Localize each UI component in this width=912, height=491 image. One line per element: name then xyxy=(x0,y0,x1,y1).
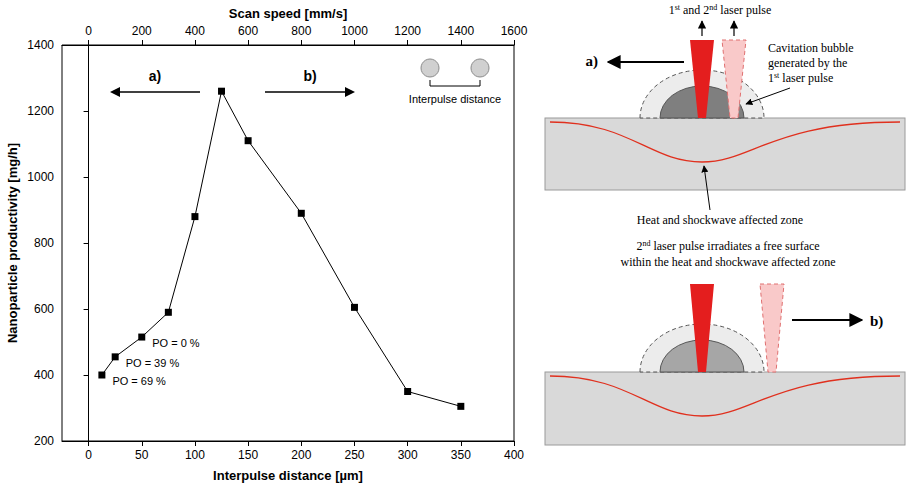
svg-text:a): a) xyxy=(586,53,599,70)
svg-text:200: 200 xyxy=(291,448,311,462)
svg-text:1400: 1400 xyxy=(447,24,474,38)
svg-text:1200: 1200 xyxy=(27,104,54,118)
svg-text:300: 300 xyxy=(398,448,418,462)
svg-text:400: 400 xyxy=(504,448,524,462)
svg-text:PO = 0 %: PO = 0 % xyxy=(152,337,200,349)
svg-text:b): b) xyxy=(303,68,316,84)
svg-text:Interpulse distance: Interpulse distance xyxy=(409,93,501,105)
svg-text:600: 600 xyxy=(238,24,258,38)
svg-text:1st and 2nd laser pulse: 1st and 2nd laser pulse xyxy=(669,3,772,18)
svg-text:1200: 1200 xyxy=(394,24,421,38)
svg-text:Cavitation bubble: Cavitation bubble xyxy=(768,41,854,55)
svg-text:150: 150 xyxy=(238,448,258,462)
svg-text:250: 250 xyxy=(344,448,364,462)
svg-text:1600: 1600 xyxy=(501,24,528,38)
svg-text:400: 400 xyxy=(185,24,205,38)
svg-text:Interpulse distance [µm]: Interpulse distance [µm] xyxy=(213,468,363,483)
svg-text:1400: 1400 xyxy=(27,38,54,52)
svg-text:50: 50 xyxy=(135,448,149,462)
svg-text:800: 800 xyxy=(291,24,311,38)
svg-text:within the heat and shockwave: within the heat and shockwave affected z… xyxy=(620,255,835,269)
svg-text:350: 350 xyxy=(451,448,471,462)
svg-text:2nd laser pulse irradiates a f: 2nd laser pulse irradiates a free surfac… xyxy=(636,239,819,254)
svg-text:600: 600 xyxy=(34,302,54,316)
svg-text:generated by the: generated by the xyxy=(768,56,847,70)
svg-text:PO = 69 %: PO = 69 % xyxy=(112,375,166,387)
svg-text:200: 200 xyxy=(132,24,152,38)
svg-text:800: 800 xyxy=(34,236,54,250)
svg-text:Scan speed [mm/s]: Scan speed [mm/s] xyxy=(229,6,348,21)
svg-text:0: 0 xyxy=(85,24,92,38)
svg-text:PO = 39 %: PO = 39 % xyxy=(126,357,180,369)
svg-text:1000: 1000 xyxy=(341,24,368,38)
svg-text:Nanoparticle productivity [mg/: Nanoparticle productivity [mg/h] xyxy=(5,143,20,343)
svg-text:200: 200 xyxy=(34,434,54,448)
svg-text:400: 400 xyxy=(34,368,54,382)
svg-text:0: 0 xyxy=(85,448,92,462)
svg-text:Heat and shockwave affected zo: Heat and shockwave affected zone xyxy=(637,213,803,227)
svg-text:100: 100 xyxy=(185,448,205,462)
svg-text:a): a) xyxy=(149,68,161,84)
svg-text:1st laser pulse: 1st laser pulse xyxy=(768,71,833,86)
svg-text:1000: 1000 xyxy=(27,170,54,184)
svg-text:b): b) xyxy=(870,313,883,330)
